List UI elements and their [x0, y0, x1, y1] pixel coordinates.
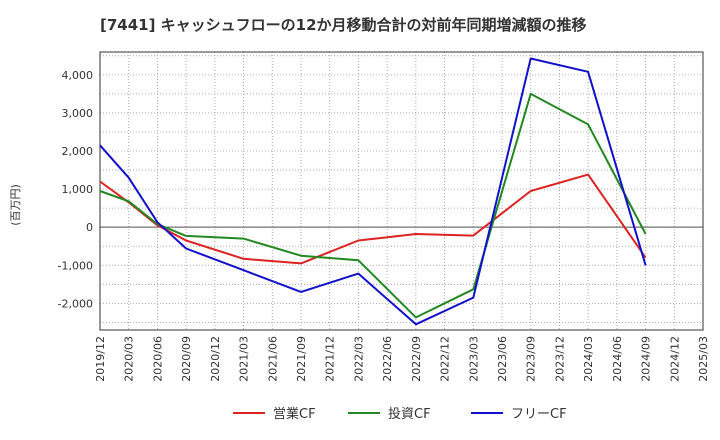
- x-tick-label: 2023/06: [496, 336, 509, 382]
- x-tick-label: 2025/03: [697, 336, 710, 382]
- legend-label: フリーCF: [511, 407, 567, 422]
- x-tick-label: 2024/12: [668, 336, 681, 382]
- y-tick-label: 0: [86, 221, 93, 234]
- x-tick-label: 2020/09: [180, 336, 193, 382]
- x-tick-label: 2023/03: [467, 336, 480, 382]
- x-tick-label: 2021/03: [238, 336, 251, 382]
- x-tick-label: 2020/03: [123, 336, 136, 382]
- series-line-3: [99, 57, 647, 326]
- x-tick-label: 2024/09: [640, 336, 653, 382]
- y-tick-label: 4,000: [62, 69, 94, 82]
- plot-background: [100, 52, 703, 330]
- legend-label: 営業CF: [273, 406, 316, 422]
- y-tick-label: 1,000: [62, 183, 94, 196]
- plot-area: 4,000 3,000 2,000 1,000 0 -1,000 -2,000 2019/12…: [58, 51, 710, 382]
- y-tick-label: 2,000: [62, 145, 94, 158]
- y-tick-label: -1,000: [58, 259, 93, 272]
- x-tick-label: 2020/12: [209, 336, 222, 382]
- x-tick-label: 2023/12: [553, 336, 566, 382]
- x-tick-label: 2024/06: [611, 336, 624, 382]
- x-tick-label: 2024/03: [582, 336, 595, 382]
- x-tick-label: 2022/03: [352, 336, 365, 382]
- x-tick-label: 2021/12: [324, 336, 337, 382]
- x-tick-label: 2022/09: [410, 336, 423, 382]
- y-tick-label: 3,000: [62, 107, 94, 120]
- x-tick-label: 2021/06: [266, 336, 279, 382]
- chart-title: [7441] キャッシュフローの12か月移動合計の対前年同期増減額の推移: [100, 16, 587, 34]
- y-axis-label: (百万円): [9, 184, 22, 226]
- x-tick-label: 2022/12: [439, 336, 452, 382]
- y-tick-label: -2,000: [58, 297, 93, 310]
- x-tick-label: 2022/06: [381, 336, 394, 382]
- series-line-2: [99, 92, 647, 319]
- x-tick-label: 2023/09: [525, 336, 538, 382]
- x-tick-label: 2020/06: [151, 336, 164, 382]
- legend-label: 投資CF: [388, 406, 431, 422]
- x-tick-label: 2019/12: [94, 336, 107, 382]
- legend: 営業CF 投資CF フリーCF: [233, 406, 567, 422]
- x-tick-label: 2021/09: [295, 336, 308, 382]
